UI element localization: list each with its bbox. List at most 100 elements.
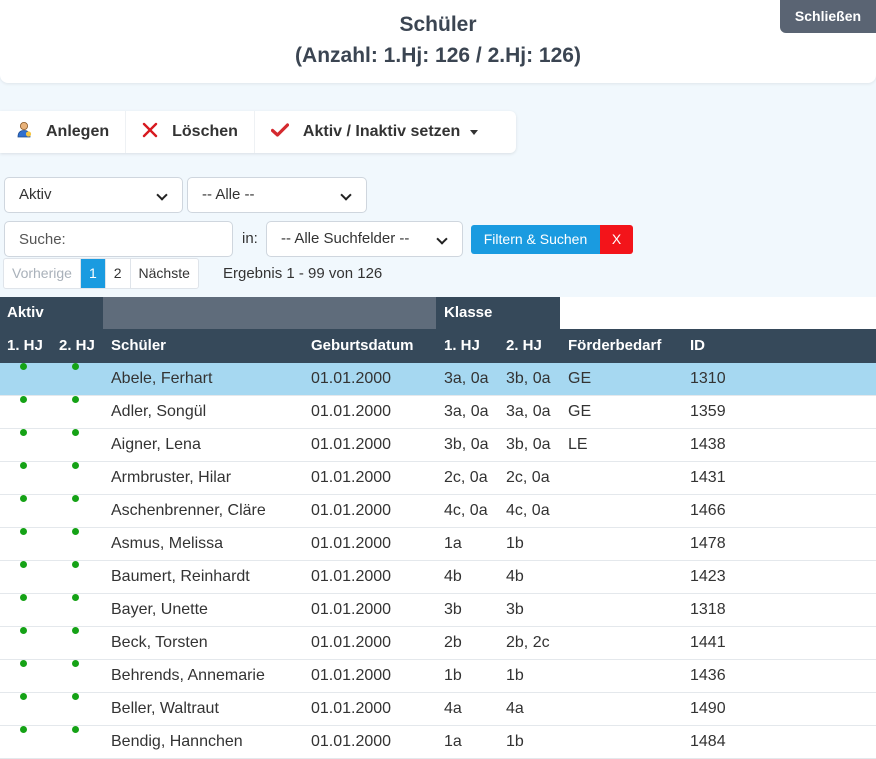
foerderbedarf: LE xyxy=(568,436,588,453)
table-row[interactable]: Asmus, Melissa 01.01.2000 1a 1b 1478 xyxy=(0,528,876,561)
search-in-label: in: xyxy=(242,230,258,247)
class-hj2: 3b xyxy=(506,601,524,618)
active-hj1-indicator xyxy=(20,429,27,436)
search-field-select[interactable]: -- Alle Suchfelder -- xyxy=(266,221,463,257)
table-row[interactable]: Baumert, Reinhardt 01.01.2000 4b 4b 1423 xyxy=(0,561,876,594)
students-table: Aktiv Klasse 1. HJ 2. HJ Schüler Geburts… xyxy=(0,297,876,759)
secondary-filter-select[interactable]: -- Alle -- xyxy=(187,177,367,213)
delete-label: Löschen xyxy=(172,123,238,140)
table-row[interactable]: Bayer, Unette 01.01.2000 3b 3b 1318 xyxy=(0,594,876,627)
table-row[interactable]: Beller, Waltraut 01.01.2000 4a 4a 1490 xyxy=(0,693,876,726)
birthdate: 01.01.2000 xyxy=(311,601,392,618)
birthdate: 01.01.2000 xyxy=(311,436,392,453)
student-name: Beller, Waltraut xyxy=(111,700,219,717)
table-row[interactable]: Aschenbrenner, Cläre 01.01.2000 4c, 0a 4c, … xyxy=(0,495,876,528)
table-row[interactable]: Adler, Songül 01.01.2000 3a, 0a 3a, 0a GE 135… xyxy=(0,396,876,429)
class-hj2: 3a, 0a xyxy=(506,403,551,420)
class-hj2: 2c, 0a xyxy=(506,469,550,486)
table-row[interactable]: Aigner, Lena 01.01.2000 3b, 0a 3b, 0a LE 1438 xyxy=(0,429,876,462)
chevron-down-icon xyxy=(340,189,352,201)
active-hj1-indicator xyxy=(20,627,27,634)
col-header-hj2[interactable]: 2. HJ xyxy=(59,337,95,354)
group-header-klasse: Klasse xyxy=(436,297,560,329)
active-hj1-indicator xyxy=(20,594,27,601)
pagination: Vorherige 1 2 Nächste xyxy=(3,258,199,289)
active-hj2-indicator xyxy=(72,462,79,469)
active-hj2-indicator xyxy=(72,495,79,502)
active-hj2-indicator xyxy=(72,561,79,568)
student-name: Bayer, Unette xyxy=(111,601,208,618)
table-row[interactable]: Behrends, Annemarie 01.01.2000 1b 1b 1436 xyxy=(0,660,876,693)
active-hj1-indicator xyxy=(20,528,27,535)
status-select[interactable]: Aktiv xyxy=(4,177,183,213)
birthdate: 01.01.2000 xyxy=(311,568,392,585)
active-hj2-indicator xyxy=(72,693,79,700)
student-id: 1478 xyxy=(690,535,726,552)
group-header-empty xyxy=(560,297,876,329)
class-hj1: 4a xyxy=(444,700,462,717)
search-input[interactable] xyxy=(4,221,233,257)
col-header-klasse-hj2[interactable]: 2. HJ xyxy=(506,337,542,354)
filter-search-button[interactable]: Filtern & Suchen xyxy=(471,225,600,254)
active-hj2-indicator xyxy=(72,594,79,601)
foerderbedarf: GE xyxy=(568,370,592,387)
status-select-value: Aktiv xyxy=(19,186,52,203)
active-hj2-indicator xyxy=(72,726,79,733)
birthdate: 01.01.2000 xyxy=(311,502,392,519)
class-hj1: 1b xyxy=(444,667,462,684)
student-id: 1318 xyxy=(690,601,726,618)
student-id: 1359 xyxy=(690,403,726,420)
col-header-foerderbedarf[interactable]: Förderbedarf xyxy=(568,337,662,354)
table-row[interactable]: Armbruster, Hilar 01.01.2000 2c, 0a 2c, 0a 1… xyxy=(0,462,876,495)
birthdate: 01.01.2000 xyxy=(311,700,392,717)
pagination-prev[interactable]: Vorherige xyxy=(4,259,81,288)
class-hj2: 4c, 0a xyxy=(506,502,550,519)
toggle-active-button[interactable]: Aktiv / Inaktiv setzen xyxy=(255,111,494,153)
col-header-schueler[interactable]: Schüler xyxy=(111,337,167,354)
checkmark-icon xyxy=(270,122,290,142)
secondary-filter-value: -- Alle -- xyxy=(202,186,255,203)
cross-icon xyxy=(142,122,158,143)
table-row[interactable]: Abele, Ferhart 01.01.2000 3a, 0a 3b, 0a GE 13… xyxy=(0,363,876,396)
student-name: Baumert, Reinhardt xyxy=(111,568,250,585)
group-header-spacer xyxy=(103,297,436,329)
pagination-page-2[interactable]: 2 xyxy=(106,259,131,288)
group-header-row: Aktiv Klasse xyxy=(0,297,876,329)
student-name: Asmus, Melissa xyxy=(111,535,224,552)
class-hj2: 1b xyxy=(506,733,524,750)
page-subtitle: (Anzahl: 1.Hj: 126 / 2.Hj: 126) xyxy=(295,44,581,67)
student-id: 1438 xyxy=(690,436,726,453)
student-name: Armbruster, Hilar xyxy=(111,469,232,486)
birthdate: 01.01.2000 xyxy=(311,535,392,552)
page-header: Schüler (Anzahl: 1.Hj: 126 / 2.Hj: 126) xyxy=(0,0,876,83)
class-hj1: 3a, 0a xyxy=(444,403,489,420)
active-hj2-indicator xyxy=(72,396,79,403)
create-button[interactable]: Anlegen xyxy=(0,111,127,153)
col-header-id[interactable]: ID xyxy=(690,337,705,354)
toolbar: Anlegen Löschen Aktiv / Inaktiv setzen xyxy=(0,111,516,153)
search-field-value: -- Alle Suchfelder -- xyxy=(281,230,410,247)
group-header-aktiv: Aktiv xyxy=(0,297,103,329)
table-row[interactable]: Bendig, Hannchen 01.01.2000 1a 1b 1484 xyxy=(0,726,876,759)
active-hj1-indicator xyxy=(20,462,27,469)
pagination-page-1[interactable]: 1 xyxy=(80,259,106,288)
class-hj2: 3b, 0a xyxy=(506,370,551,387)
class-hj2: 1b xyxy=(506,535,524,552)
table-row[interactable]: Beck, Torsten 01.01.2000 2b 2b, 2c 1441 xyxy=(0,627,876,660)
student-name: Adler, Songül xyxy=(111,403,207,420)
class-hj1: 1a xyxy=(444,535,462,552)
close-button[interactable]: Schließen xyxy=(780,0,876,33)
col-header-hj1[interactable]: 1. HJ xyxy=(7,337,43,354)
class-hj1: 3b, 0a xyxy=(444,436,489,453)
clear-filter-button[interactable]: X xyxy=(600,225,633,254)
student-name: Beck, Torsten xyxy=(111,634,208,651)
pagination-next[interactable]: Nächste xyxy=(138,265,190,281)
birthdate: 01.01.2000 xyxy=(311,469,392,486)
col-header-geburtsdatum[interactable]: Geburtsdatum xyxy=(311,337,414,354)
birthdate: 01.01.2000 xyxy=(311,733,392,750)
delete-button[interactable]: Löschen xyxy=(126,111,255,153)
student-name: Behrends, Annemarie xyxy=(111,667,265,684)
result-count: Ergebnis 1 - 99 von 126 xyxy=(223,265,383,282)
col-header-klasse-hj1[interactable]: 1. HJ xyxy=(444,337,480,354)
student-name: Aschenbrenner, Cläre xyxy=(111,502,266,519)
